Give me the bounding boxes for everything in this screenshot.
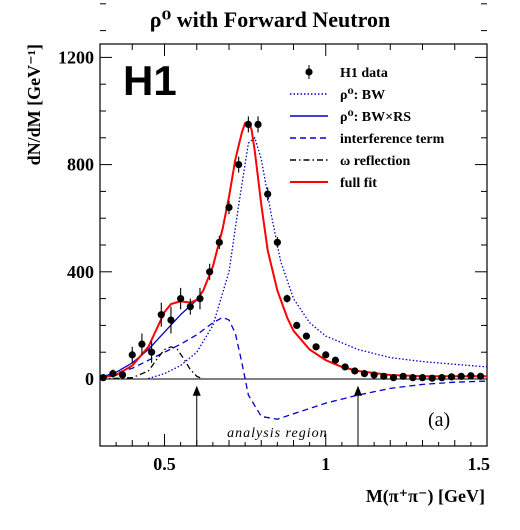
data-point (380, 372, 388, 380)
data-point (196, 295, 204, 303)
data-point (438, 374, 446, 382)
y-tick-label: 0 (85, 369, 94, 389)
data-point (157, 311, 165, 319)
legend-label: full fit (340, 176, 377, 191)
data-point (418, 374, 427, 382)
chart-title: ρ⁰ with Forward Neutron (150, 7, 390, 32)
legend-label: ω reflection (340, 154, 410, 169)
legend-label: ρ⁰: BW (340, 88, 385, 103)
data-point (186, 303, 194, 311)
legend-marker (305, 68, 313, 76)
data-point (235, 161, 243, 169)
data-point (215, 238, 223, 246)
y-tick-label: 400 (67, 262, 94, 282)
data-point (118, 371, 127, 379)
legend-label: ρ⁰: BW×RS (340, 110, 411, 125)
axis-ticks: 0 400 800 1200 0.5 1 1.5 (58, 3, 491, 474)
data-point (138, 340, 146, 348)
data-point (225, 203, 233, 212)
y-tick-label: 1200 (58, 47, 94, 67)
legend-label: H1 data (340, 66, 388, 81)
x-tick-label: 1.5 (468, 454, 491, 474)
data-point (341, 363, 349, 371)
data-point (128, 351, 136, 359)
data-point (399, 372, 407, 380)
data-points (99, 116, 485, 382)
data-point (109, 370, 117, 378)
h1-logo: H1 (123, 57, 177, 104)
curve-reflection (99, 346, 204, 380)
data-point (322, 351, 330, 359)
data-point (409, 374, 417, 382)
data-point (476, 372, 485, 380)
data-point (254, 120, 262, 128)
panel-label: (a) (428, 409, 450, 431)
x-axis-label: M(π⁺π⁻) [GeV] (366, 486, 485, 507)
data-point (293, 321, 301, 329)
curve-interference-term (99, 316, 488, 420)
data-point (273, 238, 281, 246)
plot-frame (99, 43, 488, 447)
data-point (167, 316, 175, 324)
plot-area-border (99, 43, 488, 447)
y-axis-label: dN/dM [GeV⁻¹] (24, 44, 44, 165)
legend: H1 data ρ⁰: BW ρ⁰: BW×RS interference term ω… (290, 65, 445, 191)
data-point (457, 372, 465, 380)
data-point (389, 374, 398, 382)
data-point (283, 295, 291, 303)
x-tick-label: 1 (321, 454, 330, 474)
fit-curves (99, 120, 488, 420)
data-point (331, 356, 340, 364)
data-point (428, 374, 436, 382)
data-point (370, 371, 378, 379)
analysis-region-label: analysis region (227, 426, 327, 441)
data-point (351, 367, 359, 375)
data-point (99, 374, 107, 382)
data-point (244, 120, 252, 128)
region-arrowhead (192, 385, 201, 396)
curve-bw (148, 136, 488, 380)
x-tick-label: 0.5 (153, 454, 176, 474)
y-tick-label: 800 (67, 155, 94, 175)
data-point (264, 190, 272, 198)
data-point (206, 268, 214, 276)
legend-label: interference term (340, 132, 445, 147)
data-point (148, 348, 156, 356)
data-point (360, 370, 369, 378)
data-point (177, 295, 185, 303)
curve-bw-rs (99, 299, 198, 379)
data-point (312, 343, 320, 351)
analysis-region: analysis region (192, 385, 362, 446)
data-point (447, 373, 456, 381)
data-point (302, 332, 310, 340)
region-arrowhead (354, 385, 362, 396)
data-point (467, 372, 475, 380)
